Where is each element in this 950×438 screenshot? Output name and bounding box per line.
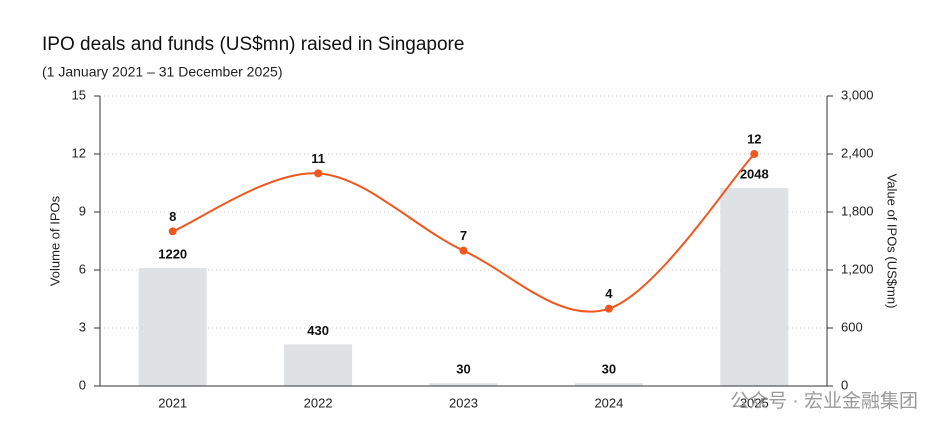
- y2-tick-label: 1,200: [841, 261, 874, 276]
- bar-value-label: 30: [602, 362, 616, 377]
- y2-tick-label: 3,000: [841, 87, 874, 102]
- x-tick-label: 2025: [740, 395, 769, 410]
- y-tick-label: 0: [79, 377, 86, 392]
- bar: [284, 344, 353, 386]
- chart-title: IPO deals and funds (US$mn) raised in Si…: [42, 34, 464, 55]
- y-tick-label: 6: [79, 261, 86, 276]
- y2-tick-label: 1,800: [841, 203, 874, 218]
- y2-tick-label: 600: [841, 319, 863, 334]
- x-tick-label: 2024: [594, 395, 623, 410]
- line-point: [314, 169, 323, 178]
- y-tick-label: 12: [72, 145, 86, 160]
- line-point: [750, 150, 759, 158]
- bar-value-label: 2048: [740, 166, 769, 181]
- bar: [138, 268, 207, 386]
- x-tick-label: 2022: [304, 395, 333, 410]
- y-axis-label: Volume of IPOs: [47, 195, 62, 286]
- bar: [574, 383, 643, 386]
- y-tick-label: 9: [79, 203, 86, 218]
- line-point: [168, 227, 177, 236]
- bar: [429, 383, 498, 386]
- bar-value-label: 1220: [158, 247, 187, 262]
- line-value-label: 11: [311, 151, 325, 166]
- x-tick-label: 2021: [158, 395, 187, 410]
- line-value-label: 7: [460, 228, 467, 243]
- y2-tick-label: 2,400: [841, 145, 874, 160]
- chart-subtitle: (1 January 2021 – 31 December 2025): [42, 64, 282, 80]
- y-tick-label: 15: [72, 87, 86, 102]
- y2-tick-label: 0: [841, 377, 848, 392]
- watermark: 公众号 · 宏业金融集团: [730, 390, 918, 412]
- x-tick-label: 2023: [449, 395, 478, 410]
- bar-value-label: 430: [307, 323, 329, 338]
- line-point: [459, 246, 468, 255]
- line-value-label: 4: [605, 286, 613, 301]
- bar-value-label: 30: [456, 362, 470, 377]
- y2-axis-label: Value of IPOs (US$mn): [885, 174, 900, 309]
- line-value-label: 12: [747, 131, 761, 146]
- bar: [720, 188, 789, 386]
- y-tick-label: 3: [79, 319, 86, 334]
- line-point: [604, 304, 613, 313]
- line-value-label: 8: [169, 209, 176, 224]
